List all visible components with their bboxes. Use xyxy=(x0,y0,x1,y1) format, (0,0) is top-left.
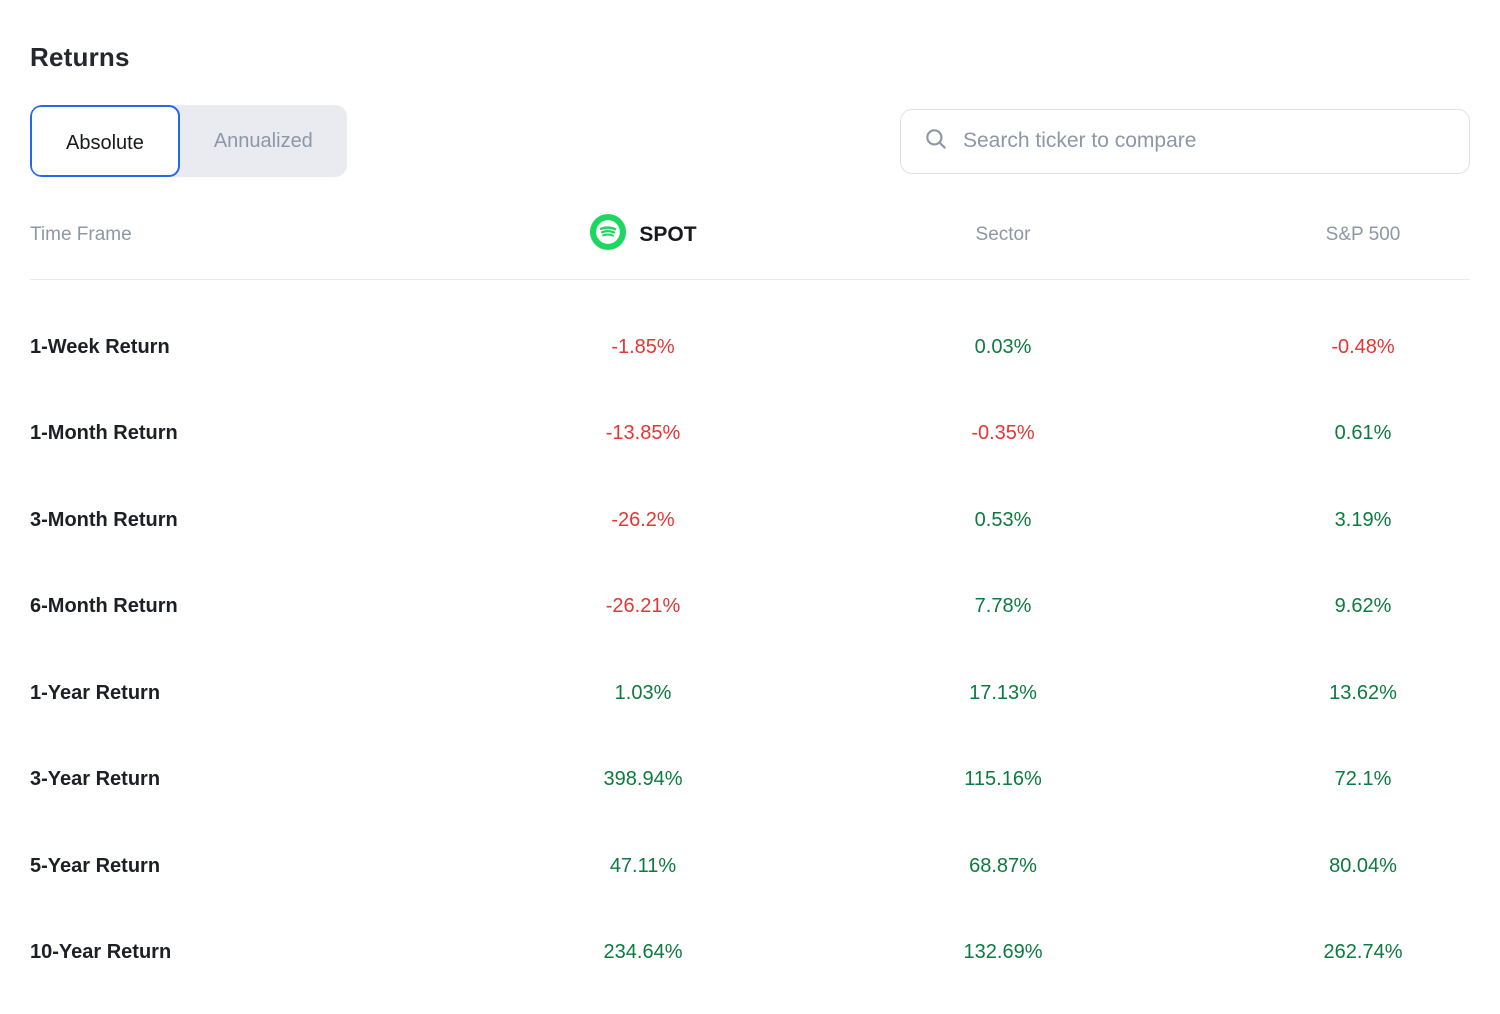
time-frame-label: 1-Month Return xyxy=(30,422,178,445)
time-frame-label: 6-Month Return xyxy=(30,595,178,618)
table-row: 1-Week Return -1.85% 0.03% -0.48% xyxy=(30,304,1500,391)
table-row: 1-Month Return -13.85% -0.35% 0.61% xyxy=(30,391,1500,478)
sp500-return-value: 80.04% xyxy=(1329,854,1397,877)
sp500-return-value: 13.62% xyxy=(1329,681,1397,704)
time-frame-label: 1-Year Return xyxy=(30,681,161,704)
sp500-return-value: 262.74% xyxy=(1323,941,1403,964)
sector-return-value: 7.78% xyxy=(974,595,1032,618)
table-row: 1-Year Return 1.03% 17.13% 13.62% xyxy=(30,650,1500,737)
sp500-return-value: 9.62% xyxy=(1334,595,1392,618)
table-row: 10-Year Return 234.64% 132.69% 262.74% xyxy=(30,910,1500,997)
returns-mode-toggle: Absolute Annualized xyxy=(30,105,347,177)
spot-return-value: -26.21% xyxy=(605,595,681,618)
annualized-toggle-button[interactable]: Annualized xyxy=(180,105,347,177)
time-frame-label: 1-Week Return xyxy=(30,335,170,358)
search-input[interactable] xyxy=(963,129,1447,153)
sector-return-value: 132.69% xyxy=(963,941,1043,964)
table-row: 6-Month Return -26.21% 7.78% 9.62% xyxy=(30,564,1500,651)
sector-return-value: 115.16% xyxy=(964,768,1042,791)
column-header-time-frame: Time Frame xyxy=(30,224,132,245)
controls-row: Absolute Annualized xyxy=(30,105,1470,177)
column-header-ticker: SPOT xyxy=(463,213,823,257)
time-frame-label: 3-Year Return xyxy=(30,768,161,791)
absolute-toggle-button[interactable]: Absolute xyxy=(30,105,180,177)
page-title: Returns xyxy=(30,42,130,72)
table-row: 3-Year Return 398.94% 115.16% 72.1% xyxy=(30,737,1500,824)
sector-return-value: 0.03% xyxy=(974,335,1032,358)
sp500-return-value: 0.61% xyxy=(1334,422,1392,445)
spot-return-value: -1.85% xyxy=(611,335,675,358)
time-frame-label: 5-Year Return xyxy=(30,854,161,877)
table-header: Time Frame SPOT Sector S&P 500 xyxy=(30,213,1470,280)
table-row: 3-Month Return -26.2% 0.53% 3.19% xyxy=(30,477,1500,564)
time-frame-label: 3-Month Return xyxy=(30,508,178,531)
ticker-search-box[interactable] xyxy=(900,108,1470,174)
returns-panel: Returns Absolute Annualized Time Frame xyxy=(0,42,1500,996)
spotify-icon xyxy=(589,213,627,257)
sp500-return-value: 72.1% xyxy=(1334,768,1392,791)
spot-return-value: 1.03% xyxy=(614,681,672,704)
column-header-sp500: S&P 500 xyxy=(1325,224,1401,245)
sector-return-value: 0.53% xyxy=(974,508,1032,531)
search-icon xyxy=(923,126,949,157)
spot-return-value: -26.2% xyxy=(611,508,675,531)
table-row: 5-Year Return 47.11% 68.87% 80.04% xyxy=(30,823,1500,910)
sector-return-value: 68.87% xyxy=(969,854,1037,877)
sector-return-value: -0.35% xyxy=(971,422,1035,445)
spot-return-value: 234.64% xyxy=(603,941,683,964)
sp500-return-value: -0.48% xyxy=(1331,335,1395,358)
sector-return-value: 17.13% xyxy=(969,681,1037,704)
spot-return-value: 47.11% xyxy=(609,854,677,877)
spot-return-value: 398.94% xyxy=(603,768,683,791)
time-frame-label: 10-Year Return xyxy=(30,941,172,964)
sp500-return-value: 3.19% xyxy=(1334,508,1392,531)
column-header-sector: Sector xyxy=(975,224,1031,245)
ticker-symbol: SPOT xyxy=(639,223,697,246)
returns-table-body: 1-Week Return -1.85% 0.03% -0.48% 1-Mont… xyxy=(30,280,1500,996)
spot-return-value: -13.85% xyxy=(605,422,681,445)
